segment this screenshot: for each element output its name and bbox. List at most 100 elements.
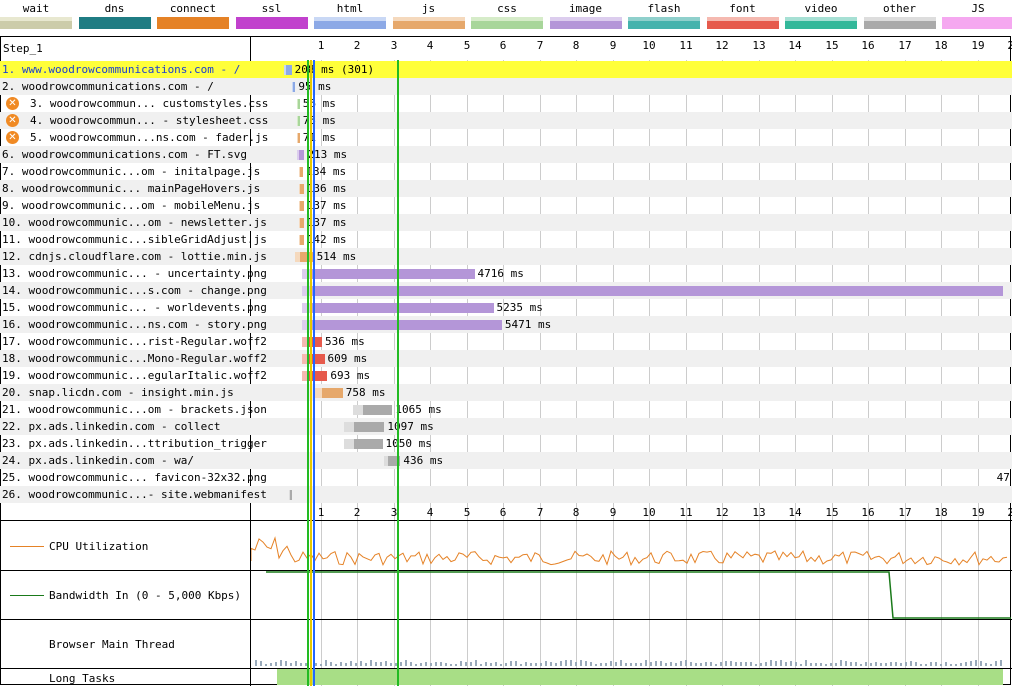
main-thread-activity: [650, 662, 652, 666]
main-thread-activity: [505, 663, 507, 666]
request-row: 16. woodrowcommunic...ns.com - story.png…: [0, 316, 1012, 333]
main-thread-activity: [400, 662, 402, 666]
legend-swatch: [628, 17, 700, 29]
main-thread-activity: [560, 661, 562, 666]
request-row: 8. woodrowcommunic... mainPageHovers.js 1…: [0, 180, 1012, 197]
tick-label: 11: [679, 506, 693, 519]
request-label: 9. woodrowcommunic...om - mobileMenu.js: [2, 199, 261, 212]
legend-label: js: [421, 2, 436, 15]
request-label: 25. woodrowcommunic... favicon-32x32.png: [2, 471, 267, 484]
legend-item-6: css: [471, 0, 543, 32]
main-thread-activity: [350, 661, 352, 666]
request-bar-content: [299, 201, 304, 211]
metric-separator: [0, 619, 1012, 620]
request-label: 24. px.ads.linkedin.com - wa/: [2, 454, 195, 467]
legend-label: ssl: [261, 2, 282, 15]
request-bar-content: [321, 388, 343, 398]
request-bar-wait: [298, 184, 300, 194]
main-thread-activity: [635, 663, 637, 666]
request-bar-wait: [315, 388, 322, 398]
tick-label: 17: [898, 506, 912, 519]
main-thread-activity: [440, 662, 442, 666]
request-row: 25. woodrowcommunic... favicon-32x32.png…: [0, 469, 1012, 486]
main-thread-activity: [275, 662, 277, 666]
request-row: 22. px.ads.linkedin.com - collect 1097 ms: [0, 418, 1012, 435]
main-thread-activity: [525, 662, 527, 666]
tick-label: 12: [715, 39, 729, 52]
request-row: 21. woodrowcommunic...om - brackets.json…: [0, 401, 1012, 418]
main-thread-activity: [950, 664, 952, 666]
legend-item-11: other: [863, 0, 936, 32]
tick-label: 14: [788, 39, 802, 52]
main-thread-activity: [805, 660, 807, 666]
grid-line: [941, 60, 942, 686]
main-thread-activity: [855, 662, 857, 666]
request-label: 8. woodrowcommunic... mainPageHovers.js: [2, 182, 261, 195]
request-bar-wait: [296, 116, 298, 126]
request-time: 693 ms: [330, 369, 371, 382]
main-thread-activity: [600, 663, 602, 666]
main-thread-activity: [955, 664, 957, 666]
request-row: 6. woodrowcommunications.com - FT.svg 213…: [0, 146, 1012, 163]
grid-line: [503, 60, 504, 686]
cpu-utilization-line: [251, 536, 1008, 567]
tick-label: 14: [788, 506, 802, 519]
request-bar-wait: [291, 82, 293, 92]
request-row: 18. woodrowcommunic...Mono-Regular.woff2…: [0, 350, 1012, 367]
legend-item-4: html: [314, 0, 386, 32]
main-thread-activity: [410, 662, 412, 666]
legend-swatch: [78, 17, 151, 29]
main-thread-activity: [850, 662, 852, 666]
main-thread-activity: [995, 661, 997, 666]
legend-item-7: image: [549, 0, 622, 32]
request-label: 3. woodrowcommun... customstyles.css: [30, 97, 269, 110]
legend-swatch: [314, 17, 386, 29]
request-bar-wait: [344, 439, 354, 449]
request-time: 609 ms: [327, 352, 368, 365]
legend-item-0: wait: [0, 0, 72, 32]
request-label: 23. px.ads.linkedin...ttribution_trigger: [2, 437, 267, 450]
grid-line: [795, 60, 796, 686]
main-thread-activity: [380, 662, 382, 666]
tick-label: 2: [353, 39, 361, 52]
main-thread-activity: [655, 661, 657, 666]
main-thread-activity: [625, 663, 627, 666]
metric-label: Bandwidth In (0 - 5,000 Kbps): [49, 589, 242, 602]
main-thread-activity: [325, 660, 327, 666]
main-thread-activity: [970, 661, 972, 666]
main-thread-activity: [875, 662, 877, 666]
tick-label: 9: [609, 506, 617, 519]
request-time: 136 ms: [306, 182, 347, 195]
main-thread-activity: [450, 664, 452, 666]
main-thread-activity: [920, 664, 922, 666]
request-row: 9. woodrowcommunic...om - mobileMenu.js 1…: [0, 197, 1012, 214]
request-bar-wait: [298, 218, 300, 228]
request-time: 1065 ms: [395, 403, 442, 416]
main-thread-activity: [390, 663, 392, 666]
main-thread-activity: [665, 663, 667, 666]
main-thread-activity: [565, 660, 567, 666]
request-bar-wait: [289, 490, 291, 500]
main-thread-activity: [405, 660, 407, 666]
main-thread-activity: [980, 661, 982, 666]
metric-label: CPU Utilization: [49, 540, 149, 553]
tick-label: 19: [971, 506, 985, 519]
main-thread-activity: [610, 661, 612, 666]
step-label: Step_1: [3, 42, 43, 55]
main-thread-activity: [870, 663, 872, 666]
request-bar-wait: [384, 456, 389, 466]
request-bar-content: [299, 218, 304, 228]
main-thread-activity: [425, 662, 427, 666]
tick-label: 17: [898, 39, 912, 52]
request-row: 12. cdnjs.cloudflare.com - lottie.min.js…: [0, 248, 1012, 265]
tick-label: 7: [536, 506, 544, 519]
main-thread-activity: [900, 663, 902, 666]
request-label: 22. px.ads.linkedin.com - collect: [2, 420, 221, 433]
main-thread-activity: [270, 663, 272, 666]
main-thread-activity: [455, 664, 457, 666]
legend-swatch: [706, 17, 779, 29]
main-thread-activity: [260, 661, 262, 666]
request-bar-wait: [344, 422, 355, 432]
request-bar-wait: [296, 133, 298, 143]
main-thread-activity: [575, 662, 577, 666]
